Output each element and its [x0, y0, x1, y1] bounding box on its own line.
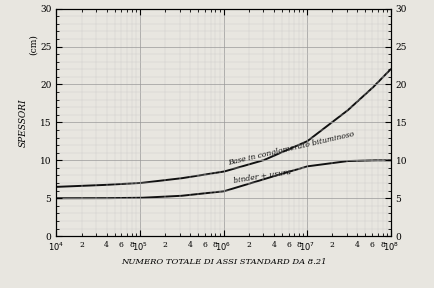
Text: Base in conglomerato bituminoso: Base in conglomerato bituminoso [227, 130, 355, 167]
Text: SPESSORI: SPESSORI [19, 98, 27, 147]
X-axis label: NUMERO TOTALE DI ASSI STANDARD DA 8.21: NUMERO TOTALE DI ASSI STANDARD DA 8.21 [121, 257, 326, 266]
Text: binder + usura: binder + usura [233, 168, 292, 185]
Text: (cm): (cm) [29, 35, 37, 56]
